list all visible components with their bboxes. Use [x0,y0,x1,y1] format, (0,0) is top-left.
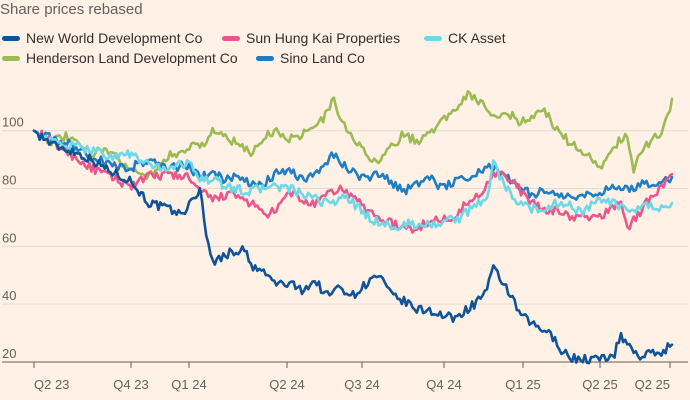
legend-item-new-world: New World Development Co [2,30,202,46]
series-line-henderson-land-development-co [32,89,674,181]
legend-swatch-henderson [2,55,20,61]
series-line-sun-hung-kai-properties [32,129,674,234]
y-tick-label: 80 [2,173,16,188]
series-line-ck-asset [32,129,674,232]
x-tick-label: Q2 23 [34,377,69,392]
series-line-sino-land-co [32,129,674,201]
legend: New World Development Co Sun Hung Kai Pr… [0,30,690,74]
legend-swatch-ck-asset [424,35,442,41]
legend-label-ck-asset: CK Asset [448,30,506,46]
chart-title: Share prices rebased [0,1,143,18]
legend-item-henderson: Henderson Land Development Co [2,50,238,66]
series-line-new-world-development-co [32,129,674,365]
legend-swatch-new-world [2,35,20,41]
x-tick-label: Q2 25 [582,377,617,392]
legend-label-sun-hung-kai: Sun Hung Kai Properties [246,30,401,46]
y-tick-label: 60 [2,230,16,245]
legend-item-ck-asset: CK Asset [424,30,506,46]
legend-item-sino-land: Sino Land Co [256,50,365,66]
legend-swatch-sino-land [256,55,274,61]
x-tick-label: Q3 24 [344,377,379,392]
y-tick-label: 40 [2,288,16,303]
legend-label-sino-land: Sino Land Co [280,50,365,66]
legend-swatch-sun-hung-kai [222,35,240,41]
legend-label-new-world: New World Development Co [26,30,203,46]
x-tick-label: Q2 25 [635,377,670,392]
x-tick-label: Q4 23 [113,377,148,392]
y-tick-label: 20 [2,346,16,361]
x-tick-label: Q2 24 [269,377,304,392]
x-tick-label: Q4 24 [426,377,461,392]
legend-item-sun-hung-kai: Sun Hung Kai Properties [222,30,400,46]
y-tick-label: 100 [2,115,24,130]
x-tick-label: Q1 25 [505,377,540,392]
x-tick-label: Q1 24 [171,377,206,392]
legend-label-henderson: Henderson Land Development Co [26,50,238,66]
